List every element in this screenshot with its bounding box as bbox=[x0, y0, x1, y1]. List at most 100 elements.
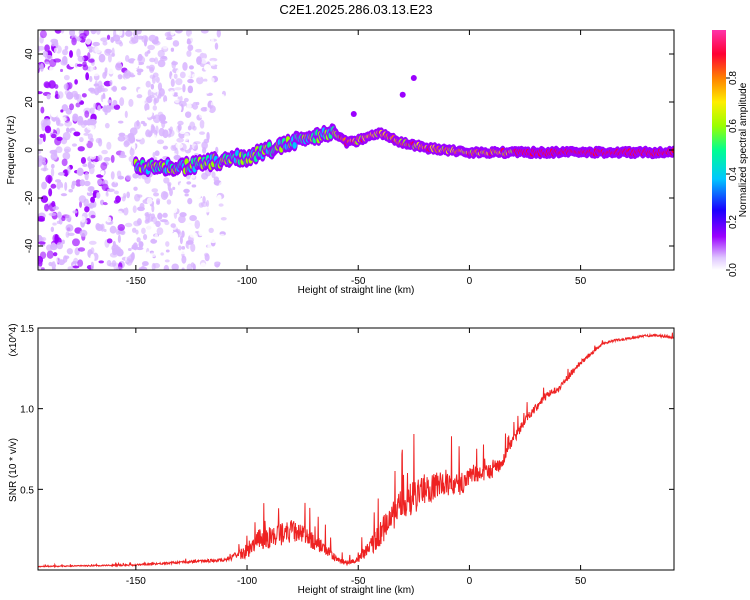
noise-blob bbox=[140, 98, 145, 106]
noise-blob bbox=[177, 120, 184, 126]
noise-blob bbox=[137, 71, 142, 76]
snr-series-line bbox=[38, 332, 674, 569]
noise-blob bbox=[64, 120, 73, 127]
ridge-mark bbox=[671, 148, 674, 154]
noise-blob bbox=[77, 247, 86, 252]
noise-blob bbox=[160, 190, 168, 200]
noise-blob bbox=[62, 151, 71, 160]
colorbar: 0.0 0.2 0.4 0.6 0.8 Normalized spectral ampl… bbox=[712, 30, 749, 277]
noise-blob bbox=[131, 37, 139, 44]
noise-blob bbox=[218, 181, 226, 191]
noise-blob bbox=[128, 98, 134, 107]
noise-blob bbox=[156, 227, 164, 235]
noise-blob bbox=[38, 241, 46, 245]
noise-blob bbox=[90, 30, 97, 35]
noise-blob bbox=[187, 78, 194, 84]
noise-blob bbox=[168, 151, 173, 158]
noise-blob bbox=[144, 109, 153, 118]
spectrogram-axes: -150 -100 -50 0 50 -40 -20 0 20 40 bbox=[24, 30, 674, 287]
noise-blob bbox=[146, 243, 153, 249]
noise-blob bbox=[138, 241, 144, 248]
noise-blob bbox=[179, 196, 188, 203]
noise-blob bbox=[195, 37, 202, 44]
noise-blob bbox=[51, 261, 57, 269]
noise-blob bbox=[206, 82, 211, 89]
noise-blob bbox=[130, 135, 135, 141]
noise-blob bbox=[131, 46, 136, 55]
noise-blob bbox=[74, 79, 78, 85]
noise-blob bbox=[175, 78, 183, 86]
noise-blob bbox=[203, 64, 211, 72]
noise-blob bbox=[136, 68, 144, 73]
noise-blob bbox=[49, 58, 57, 68]
noise-blob bbox=[211, 234, 216, 240]
noise-blob bbox=[162, 145, 169, 150]
noise-blob bbox=[100, 162, 108, 170]
noise-blob bbox=[216, 85, 223, 90]
noise-blob bbox=[203, 252, 209, 257]
noise-blob bbox=[89, 75, 93, 83]
noise-blob bbox=[59, 187, 64, 196]
noise-blob bbox=[109, 79, 113, 86]
noise-blob bbox=[132, 205, 137, 213]
noise-blob bbox=[194, 41, 199, 50]
noise-blob bbox=[76, 63, 83, 67]
noise-blob bbox=[175, 143, 184, 149]
x-tick-label: -150 bbox=[126, 576, 146, 587]
noise-blob bbox=[55, 117, 61, 126]
noise-blob bbox=[136, 237, 141, 243]
noise-blob bbox=[165, 249, 170, 253]
noise-blob bbox=[117, 234, 121, 244]
noise-blob bbox=[87, 46, 94, 50]
noise-blob bbox=[154, 150, 160, 157]
noise-blob bbox=[122, 192, 127, 199]
noise-blob bbox=[112, 34, 121, 42]
noise-blob bbox=[186, 40, 192, 45]
stray-point bbox=[350, 111, 357, 117]
noise-blob bbox=[39, 133, 44, 138]
noise-blob bbox=[118, 30, 123, 36]
noise-blob bbox=[210, 239, 216, 244]
noise-blob bbox=[183, 97, 189, 103]
noise-blob bbox=[208, 266, 215, 270]
noise-blob bbox=[89, 186, 95, 192]
noise-blob bbox=[210, 36, 214, 46]
noise-blob bbox=[214, 42, 219, 50]
noise-blob bbox=[142, 122, 147, 127]
x-tick-label: -50 bbox=[351, 576, 366, 587]
noise-blob bbox=[65, 83, 69, 90]
noise-blob bbox=[188, 206, 195, 214]
noise-blob bbox=[156, 139, 165, 145]
noise-blob bbox=[179, 129, 187, 135]
noise-blob bbox=[89, 153, 97, 160]
noise-blob bbox=[63, 74, 70, 81]
noise-blob bbox=[142, 234, 148, 241]
noise-blob bbox=[101, 149, 108, 155]
noise-blob bbox=[163, 264, 170, 270]
snr-xlabel: Height of straight line (km) bbox=[298, 585, 415, 596]
noise-blob bbox=[77, 55, 85, 63]
noise-blob bbox=[182, 201, 190, 209]
noise-blob bbox=[124, 139, 131, 146]
noise-blob bbox=[50, 152, 58, 161]
y-tick-label: 0 bbox=[24, 147, 35, 153]
noise-blob bbox=[60, 68, 64, 73]
noise-blob bbox=[100, 87, 109, 93]
x-tick-label: 0 bbox=[467, 576, 473, 587]
noise-blob bbox=[165, 241, 170, 247]
noise-blob bbox=[48, 188, 53, 197]
noise-blob bbox=[56, 220, 61, 225]
noise-blob bbox=[50, 226, 55, 233]
noise-blob bbox=[172, 231, 179, 241]
noise-blob bbox=[96, 30, 101, 35]
spectrogram-panel: -150 -100 -50 0 50 -40 -20 0 20 40 Height of stra… bbox=[6, 29, 675, 296]
noise-blob bbox=[175, 104, 182, 113]
noise-blob bbox=[88, 161, 92, 170]
noise-blob bbox=[202, 127, 210, 132]
noise-blob bbox=[71, 37, 77, 46]
noise-blob bbox=[109, 225, 117, 234]
noise-blob bbox=[44, 125, 52, 134]
noise-blob bbox=[69, 103, 75, 111]
noise-blob bbox=[158, 127, 165, 137]
noise-blob bbox=[60, 30, 65, 34]
